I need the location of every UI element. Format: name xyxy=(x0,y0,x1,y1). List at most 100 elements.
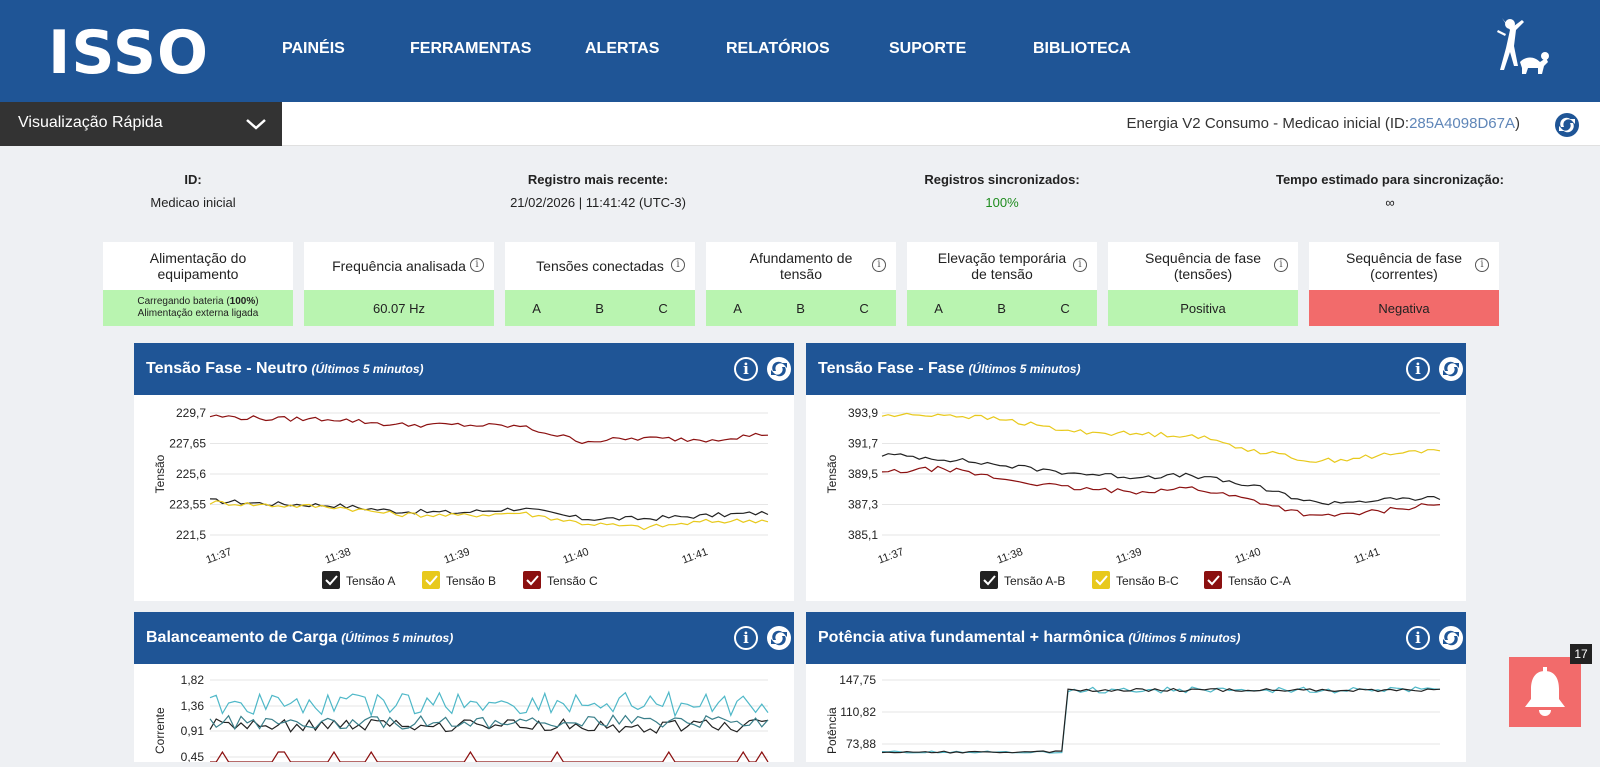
card-seqv-label: Sequência de fase (tensões) xyxy=(1145,250,1261,282)
legend-checkbox xyxy=(523,571,541,589)
card-seq-voltage: Sequência de fase (tensões) i Positiva xyxy=(1108,242,1298,326)
card-power-label: Alimentação do equipamento xyxy=(149,250,247,282)
info-icon[interactable]: i xyxy=(734,357,758,381)
y-tick-label: 221,5 xyxy=(176,528,206,542)
info-icon[interactable]: i xyxy=(1406,357,1430,381)
card-power-status: Carregando bateria (100%) Alimentação ext… xyxy=(103,290,293,326)
series-line xyxy=(881,453,1441,506)
series-line xyxy=(209,500,769,531)
card-seqv-value: Positiva xyxy=(1108,290,1298,326)
legend-label: Tensão B-C xyxy=(1116,574,1179,588)
power-line1: Carregando bateria ( xyxy=(137,296,230,307)
y-tick-label: 73,88 xyxy=(846,737,876,751)
panel-title: Potência ativa fundamental + harmônica xyxy=(818,629,1125,646)
legend-label: Tensão B xyxy=(446,574,496,588)
info-icon[interactable]: i xyxy=(1073,258,1087,272)
stat-synced-label: Registros sincronizados: xyxy=(924,172,1080,187)
device-id-link[interactable]: 285A4098D67A xyxy=(1409,115,1515,132)
isso-logo[interactable]: ISSO xyxy=(48,18,210,88)
quick-view-dropdown[interactable]: Visualização Rápida xyxy=(0,102,282,146)
stat-eta: Tempo estimado para sincronização: ∞ xyxy=(1250,172,1530,210)
refresh-icon[interactable] xyxy=(766,625,792,651)
series-line xyxy=(881,465,1441,517)
info-icon[interactable]: i xyxy=(1475,258,1489,272)
panel-phase-phase: Tensão Fase - Fase (Últimos 5 minutos) i … xyxy=(806,343,1466,601)
card-seqi-label: Sequência de fase (correntes) xyxy=(1346,250,1462,282)
nav-ferramentas[interactable]: FERRAMENTAS xyxy=(410,40,532,57)
nav-alertas[interactable]: ALERTAS xyxy=(585,40,660,57)
nav-paineis[interactable]: PAINÉIS xyxy=(282,40,345,57)
info-icon[interactable]: i xyxy=(1274,258,1288,272)
card-frequency-value: 60.07 Hz xyxy=(304,290,494,326)
phase-a: A xyxy=(934,300,943,316)
panel-phase-neutral: Tensão Fase - Neutro (Últimos 5 minutos) … xyxy=(134,343,794,601)
series-line xyxy=(881,412,1441,463)
card-voltages-label: Tensões conectadas xyxy=(536,258,664,274)
stat-last-value: 21/02/2026 | 11:41:42 (UTC-3) xyxy=(510,195,686,210)
chevron-down-icon xyxy=(246,119,266,130)
refresh-icon[interactable] xyxy=(1554,112,1580,138)
x-tick-label: 11:38 xyxy=(323,546,352,566)
card-seq-current: Sequência de fase (correntes) i Negativa xyxy=(1309,242,1499,326)
power-line1-end: ) xyxy=(255,296,259,307)
refresh-icon[interactable] xyxy=(1438,625,1464,651)
x-tick-label: 11:37 xyxy=(876,546,905,566)
chart-phase-phase: 393,9 391,7 389,5 387,3 385,1 Tensão 11:37 11:3… xyxy=(825,406,1441,589)
y-tick-label: 1,36 xyxy=(181,699,205,713)
y-axis-label: Corrente xyxy=(153,707,167,754)
panel-title: Tensão Fase - Fase xyxy=(818,360,965,377)
refresh-icon[interactable] xyxy=(1438,356,1464,382)
info-icon[interactable]: i xyxy=(872,258,886,272)
device-title-text: Energia V2 Consumo - Medicao inicial (ID… xyxy=(1126,115,1410,132)
legend-label: Tensão C xyxy=(547,574,598,588)
chart-load-balance: 1,82 1,36 0,91 0,45 Corrente xyxy=(153,673,769,764)
device-title: Energia V2 Consumo - Medicao inicial (ID… xyxy=(1126,115,1520,132)
y-tick-label: 229,7 xyxy=(176,406,206,420)
info-icon[interactable]: i xyxy=(734,626,758,650)
legend-checkbox xyxy=(980,571,998,589)
stat-eta-label: Tempo estimado para sincronização: xyxy=(1275,172,1505,187)
y-axis-label: Potência xyxy=(825,707,839,754)
series-line xyxy=(209,498,769,521)
info-icon[interactable]: i xyxy=(1406,626,1430,650)
series-line xyxy=(209,690,769,718)
y-tick-label: 147,75 xyxy=(839,673,876,687)
nav-biblioteca[interactable]: BIBLIOTECA xyxy=(1033,40,1131,57)
check-icon xyxy=(983,575,996,586)
top-header: ISSO PAINÉIS FERRAMENTAS ALERTAS RELATÓR… xyxy=(0,0,1600,102)
card-swell-label: Elevação temporária de tensão xyxy=(937,250,1067,282)
nav-relatorios[interactable]: RELATÓRIOS xyxy=(726,40,830,57)
y-tick-label: 227,65 xyxy=(169,437,206,451)
check-icon xyxy=(1207,575,1220,586)
y-axis-label: Tensão xyxy=(825,454,839,493)
phase-c: C xyxy=(1060,300,1070,316)
panel-subtitle: (Últimos 5 minutos) xyxy=(311,362,424,376)
stat-id-value: Medicao inicial xyxy=(150,195,236,210)
check-icon xyxy=(1095,575,1108,586)
x-tick-label: 11:41 xyxy=(680,546,709,566)
refresh-icon[interactable] xyxy=(766,356,792,382)
series-line xyxy=(881,687,1441,754)
stat-synced: Registros sincronizados: 100% xyxy=(872,172,1132,210)
device-bar: Visualização Rápida Energia V2 Consumo -… xyxy=(0,102,1600,146)
y-tick-label: 393,9 xyxy=(848,406,878,420)
quick-view-label: Visualização Rápida xyxy=(18,114,163,131)
info-icon[interactable]: i xyxy=(470,258,484,272)
battery-pct: 100% xyxy=(229,296,256,307)
x-tick-label: 11:39 xyxy=(1114,546,1143,566)
series-line xyxy=(881,686,1441,754)
legend-label: Tensão C-A xyxy=(1228,574,1291,588)
phase-b: B xyxy=(595,300,604,316)
info-icon[interactable]: i xyxy=(671,258,685,272)
card-seqi-value: Negativa xyxy=(1309,290,1499,326)
x-tick-label: 11:39 xyxy=(442,546,471,566)
notification-count-badge: 17 xyxy=(1570,644,1592,664)
nav-suporte[interactable]: SUPORTE xyxy=(889,40,967,57)
phase-b: B xyxy=(997,300,1006,316)
check-icon xyxy=(425,575,438,586)
panel-load-balance: Balanceamento de Carga (Últimos 5 minutos… xyxy=(134,612,794,764)
y-tick-label: 110,82 xyxy=(840,705,876,719)
notifications-button[interactable] xyxy=(1509,657,1581,727)
y-tick-label: 387,3 xyxy=(848,498,878,512)
x-tick-label: 11:37 xyxy=(204,546,233,566)
